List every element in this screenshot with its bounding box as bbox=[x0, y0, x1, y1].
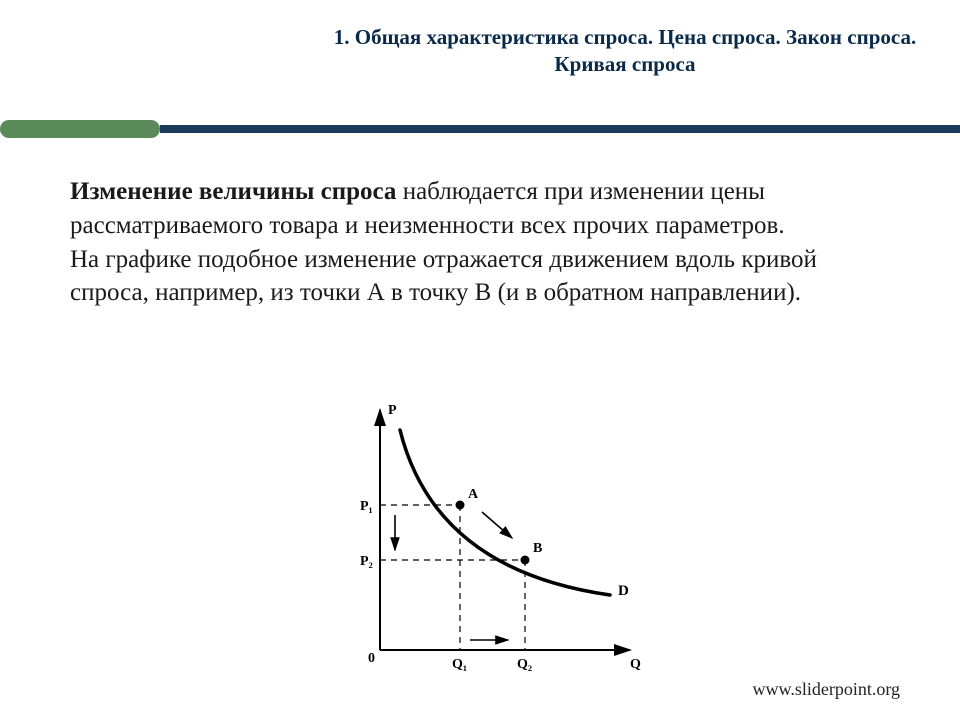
svg-text:P₂: P₂ bbox=[360, 554, 373, 569]
svg-text:P₁: P₁ bbox=[360, 499, 373, 514]
svg-text:Q: Q bbox=[630, 657, 641, 672]
svg-text:0: 0 bbox=[368, 651, 375, 666]
svg-text:B: B bbox=[533, 541, 542, 556]
divider bbox=[0, 120, 960, 138]
page-title: 1. Общая характеристика спроса. Цена спр… bbox=[320, 24, 930, 79]
footer-link[interactable]: www.sliderpoint.org bbox=[753, 679, 901, 700]
body-text: Изменение величины спроса наблюдается пр… bbox=[70, 175, 900, 310]
svg-text:P: P bbox=[388, 403, 397, 418]
divider-left bbox=[0, 120, 160, 138]
svg-text:Q₂: Q₂ bbox=[517, 657, 532, 672]
svg-text:Q₁: Q₁ bbox=[452, 657, 467, 672]
para2: На графике подобное изменение отражается… bbox=[70, 246, 817, 307]
lead-bold: Изменение величины спроса bbox=[70, 178, 396, 205]
svg-text:A: A bbox=[468, 487, 479, 502]
divider-right bbox=[160, 125, 960, 133]
demand-chart: P Q 0 P₁ P₂ Q₁ Q₂ A B D bbox=[330, 400, 650, 680]
svg-text:D: D bbox=[618, 583, 629, 599]
chart-svg: P Q 0 P₁ P₂ Q₁ Q₂ A B D bbox=[330, 400, 650, 680]
